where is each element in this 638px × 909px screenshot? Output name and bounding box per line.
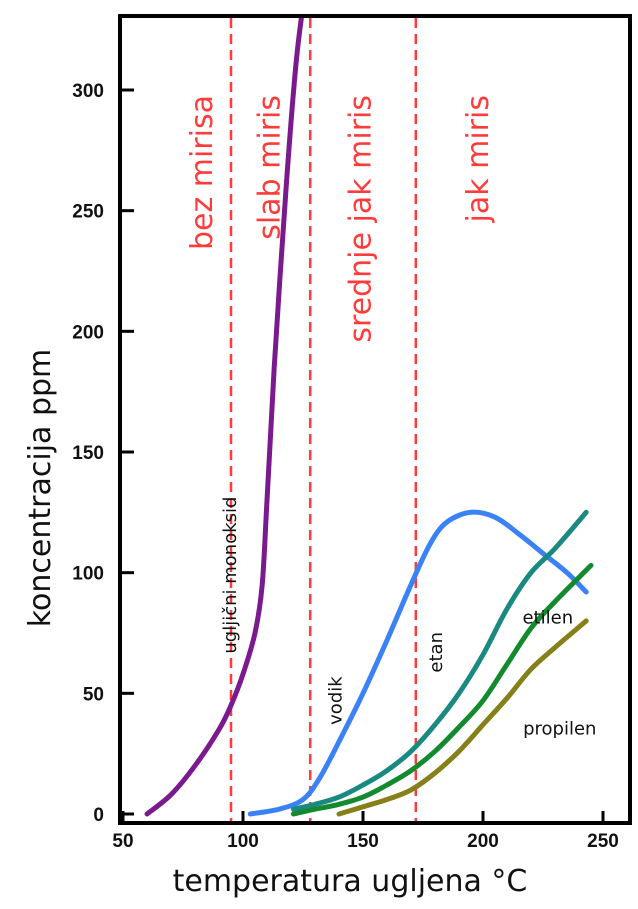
series-line-1 bbox=[247, 509, 589, 817]
y-tick-label: 50 bbox=[83, 684, 104, 705]
zone-label-3: jak miris bbox=[461, 95, 496, 224]
series-label-0: ugljični monoksid bbox=[220, 497, 241, 654]
series-line-4 bbox=[336, 618, 589, 817]
y-tick-label: 300 bbox=[72, 81, 104, 102]
series-line-3 bbox=[290, 562, 594, 817]
x-axis-label: temperatura ugljena °C bbox=[173, 864, 528, 899]
zone-labels: bez mirisa slab miris srednje jak miris jak… bbox=[185, 95, 496, 343]
series-label-1: vodik bbox=[325, 676, 346, 725]
axis-ticks: 50 100 150 200 250 0 50 100 150 200 250 300 bbox=[72, 81, 619, 852]
y-axis-label: koncentracija ppm bbox=[23, 349, 58, 628]
y-tick-label: 100 bbox=[72, 564, 104, 585]
y-tick-label: 200 bbox=[72, 322, 104, 343]
series-label-2: etan bbox=[426, 632, 447, 673]
series-label-4: propilen bbox=[523, 718, 596, 739]
zone-boundaries bbox=[229, 18, 418, 821]
plot-area-frame bbox=[118, 14, 632, 825]
series-labels: ugljični monoksid vodik etan etilen propilen bbox=[220, 497, 597, 740]
series-line-0 bbox=[144, 18, 304, 817]
x-tick-label: 200 bbox=[467, 831, 499, 852]
x-tick-label: 250 bbox=[587, 831, 619, 852]
series-line-2 bbox=[290, 509, 589, 812]
y-tick-label: 250 bbox=[72, 202, 104, 223]
zone-label-1: slab miris bbox=[252, 95, 287, 240]
x-tick-label: 50 bbox=[112, 831, 133, 852]
x-tick-label: 150 bbox=[347, 831, 379, 852]
y-tick-label: 150 bbox=[72, 443, 104, 464]
y-tick-label: 0 bbox=[93, 805, 104, 826]
zone-label-2: srednje jak miris bbox=[344, 95, 379, 343]
series-layer bbox=[144, 18, 594, 817]
series-label-3: etilen bbox=[522, 607, 573, 628]
zone-label-0: bez mirisa bbox=[185, 95, 220, 250]
x-tick-label: 100 bbox=[227, 831, 259, 852]
